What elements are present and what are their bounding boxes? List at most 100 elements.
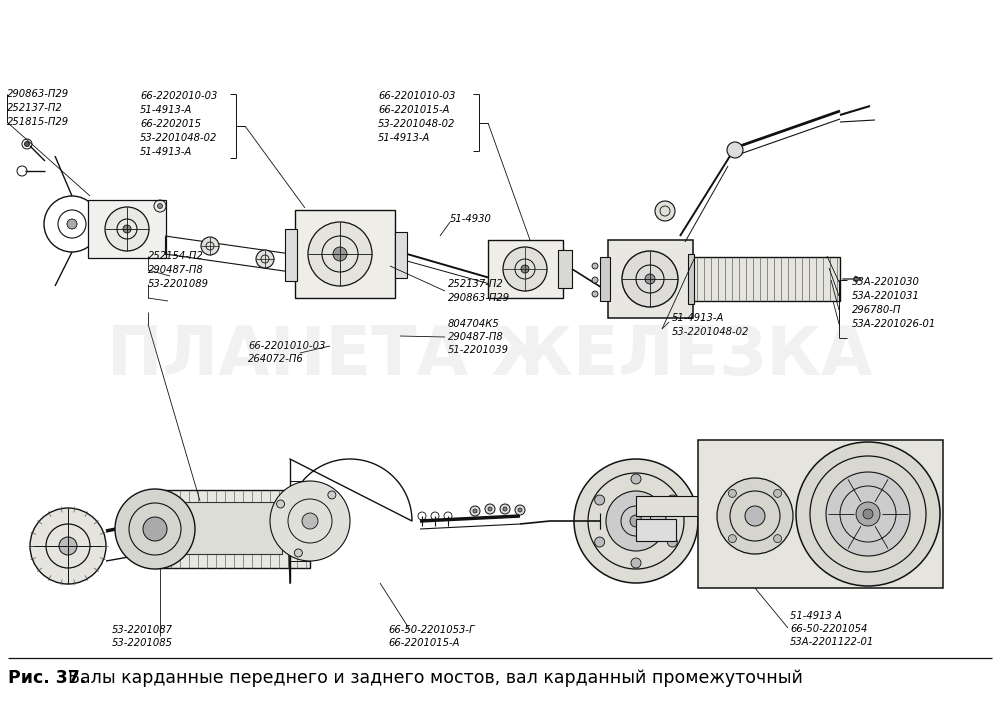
Bar [698, 440, 943, 588]
Bar [162, 502, 282, 554]
Circle shape [123, 225, 131, 233]
Bar [88, 200, 166, 258]
Text: 53А-2201122-01: 53А-2201122-01 [790, 637, 874, 647]
Circle shape [727, 142, 743, 158]
Text: 252137-П2: 252137-П2 [448, 279, 504, 289]
FancyArrowPatch shape [843, 276, 861, 282]
Text: 66-2202015: 66-2202015 [140, 119, 201, 129]
Circle shape [592, 277, 598, 283]
Circle shape [595, 495, 605, 505]
Bar [636, 496, 701, 516]
Text: 51-4913-А: 51-4913-А [140, 147, 192, 157]
Bar [692, 257, 840, 301]
Circle shape [500, 504, 510, 514]
Text: 53-2201048-02: 53-2201048-02 [378, 119, 455, 129]
Circle shape [728, 535, 736, 543]
Circle shape [143, 517, 167, 541]
Circle shape [595, 537, 605, 547]
Circle shape [488, 507, 492, 511]
Circle shape [515, 505, 525, 515]
Circle shape [631, 474, 641, 484]
Text: 53-2201085: 53-2201085 [112, 638, 173, 648]
Bar [688, 254, 694, 304]
Circle shape [24, 142, 30, 147]
Circle shape [503, 247, 547, 291]
Circle shape [592, 291, 598, 297]
Circle shape [728, 489, 736, 498]
Circle shape [667, 537, 677, 547]
Circle shape [667, 495, 677, 505]
Circle shape [856, 502, 880, 526]
Circle shape [518, 508, 522, 512]
Circle shape [826, 472, 910, 556]
Text: 66-50-2201054: 66-50-2201054 [790, 624, 867, 634]
Circle shape [574, 459, 698, 583]
Circle shape [470, 506, 480, 516]
Circle shape [302, 513, 318, 529]
Text: 264072-П6: 264072-П6 [248, 354, 304, 364]
Circle shape [294, 549, 302, 557]
Circle shape [333, 247, 347, 261]
Circle shape [622, 251, 678, 307]
Circle shape [592, 263, 598, 269]
Circle shape [521, 265, 529, 273]
Circle shape [863, 509, 873, 519]
Bar [285, 229, 297, 281]
Text: 51-4913-А: 51-4913-А [672, 313, 724, 323]
Text: 51-4930: 51-4930 [450, 214, 492, 224]
Circle shape [308, 222, 372, 286]
Text: 53А-2201026-01: 53А-2201026-01 [852, 319, 936, 329]
Text: 66-2201010-03: 66-2201010-03 [248, 341, 325, 351]
Bar [155, 490, 310, 568]
Text: 290863-П29: 290863-П29 [448, 293, 510, 303]
Circle shape [256, 250, 274, 268]
Circle shape [717, 478, 793, 554]
Text: ПЛАНЕТА ЖЕЛЕЗКА: ПЛАНЕТА ЖЕЛЕЗКА [107, 323, 873, 389]
Circle shape [631, 558, 641, 568]
Circle shape [115, 489, 195, 569]
Bar [488, 240, 563, 298]
Circle shape [645, 274, 655, 284]
Text: 53А-2201030: 53А-2201030 [852, 277, 920, 287]
Text: 252154-П2: 252154-П2 [148, 251, 204, 261]
Circle shape [59, 537, 77, 555]
Bar [636, 519, 676, 541]
Circle shape [277, 500, 285, 508]
Bar [608, 240, 693, 318]
Text: 53-2201048-02: 53-2201048-02 [140, 133, 217, 143]
Circle shape [606, 491, 666, 551]
Text: 51-2201039: 51-2201039 [448, 345, 509, 355]
Circle shape [158, 203, 162, 208]
Text: 53А-2201031: 53А-2201031 [852, 291, 920, 301]
Circle shape [774, 535, 782, 543]
Circle shape [630, 515, 642, 527]
Text: 66-2201015-А: 66-2201015-А [378, 105, 450, 115]
Text: 51-4913-А: 51-4913-А [140, 105, 192, 115]
Text: 51-4913 А: 51-4913 А [790, 611, 842, 621]
Bar [395, 232, 407, 278]
Text: 296780-П: 296780-П [852, 305, 901, 315]
Text: Рис. 37.: Рис. 37. [8, 669, 86, 687]
Text: 53-2201087: 53-2201087 [112, 625, 173, 635]
Circle shape [328, 491, 336, 499]
Bar [295, 210, 395, 298]
Circle shape [30, 508, 106, 584]
Text: 290487-П8: 290487-П8 [148, 265, 204, 275]
Text: 290487-П8: 290487-П8 [448, 332, 504, 342]
Circle shape [201, 237, 219, 255]
Text: 290863-П29: 290863-П29 [7, 89, 69, 99]
Circle shape [270, 481, 350, 561]
Text: 66-2201010-03: 66-2201010-03 [378, 91, 455, 101]
Circle shape [67, 219, 77, 229]
Text: 66-2201015-А: 66-2201015-А [388, 638, 460, 648]
Text: 252137-П2: 252137-П2 [7, 103, 63, 113]
Text: Валы карданные переднего и заднего мостов, вал карданный промежуточный: Валы карданные переднего и заднего мосто… [68, 669, 803, 687]
Text: 53-2201048-02: 53-2201048-02 [672, 327, 749, 337]
Bar [558, 250, 572, 288]
Bar [600, 257, 610, 301]
Text: 51-4913-А: 51-4913-А [378, 133, 430, 143]
Circle shape [655, 201, 675, 221]
Text: 66-2202010-03: 66-2202010-03 [140, 91, 217, 101]
Circle shape [485, 504, 495, 514]
Text: 251815-П29: 251815-П29 [7, 117, 69, 127]
